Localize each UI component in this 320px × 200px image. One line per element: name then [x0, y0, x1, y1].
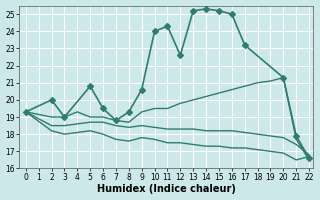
X-axis label: Humidex (Indice chaleur): Humidex (Indice chaleur) — [97, 184, 236, 194]
